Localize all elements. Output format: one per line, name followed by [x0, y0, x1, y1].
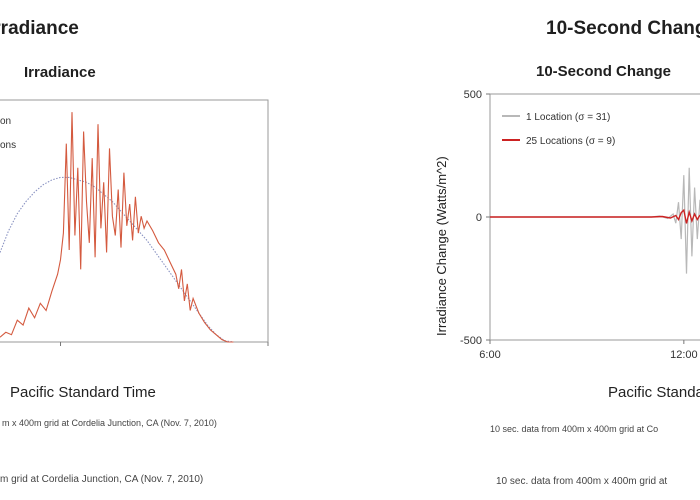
- left-chart-title: Irradiance: [24, 64, 96, 81]
- right-25-locations-series: [490, 208, 700, 224]
- right-caption-1: 10 sec. data from 400m x 400m grid at Co: [490, 424, 659, 434]
- right-x-axis-label: Pacific Standa: [608, 384, 700, 401]
- right-y-axis-label: Irradiance Change (Watts/m^2): [434, 156, 449, 336]
- left-plot-frame: [0, 99, 269, 343]
- right-x-tick-label: 6:00: [479, 349, 500, 361]
- right-y-tick-label: -500: [460, 335, 482, 347]
- left-legend-entry: on: [0, 116, 11, 127]
- right-caption-2: 10 sec. data from 400m x 400m grid at: [496, 476, 668, 487]
- left-x-axis-label: Pacific Standard Time: [10, 384, 156, 401]
- right-x-tick-label: 12:00: [670, 349, 698, 361]
- right-y-tick-label: 500: [464, 89, 482, 101]
- right-y-tick-label: 0: [476, 212, 482, 224]
- right-one-location-series: [490, 167, 700, 274]
- left-panel-heading: Irradiance: [0, 18, 79, 39]
- right-legend-entry: 25 Locations (σ = 9): [526, 136, 615, 147]
- right-chart-title: 10-Second Change: [536, 63, 672, 80]
- right-change-chart: 500 0 -500 6:00 12:00 1 Location (σ = 31) 25 …: [460, 89, 700, 361]
- left-caption-1: m x 400m grid at Cordelia Junction, CA (…: [2, 418, 217, 428]
- left-irradiance-series: [0, 112, 234, 343]
- right-legend-entry: 1 Location (σ = 31): [526, 112, 610, 123]
- left-caption-2: m grid at Cordelia Junction, CA (Nov. 7,…: [0, 474, 204, 485]
- left-legend-entry: ons: [0, 140, 16, 151]
- right-panel-heading: 10-Second Chang: [546, 18, 700, 39]
